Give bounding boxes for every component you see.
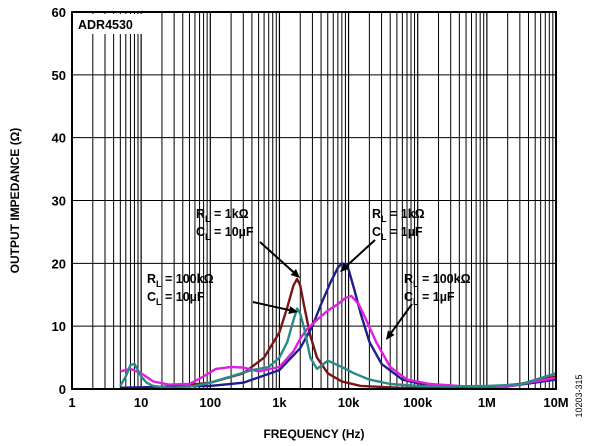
x-tick-label: 10k [338, 395, 360, 410]
y-tick-label: 10 [52, 319, 66, 334]
x-tick-label: 100k [403, 395, 433, 410]
x-axis-title: FREQUENCY (Hz) [263, 427, 364, 441]
svg-text:RL = 1kΩ: RL = 1kΩ [372, 207, 425, 224]
grid-lines [71, 11, 556, 390]
x-tick-label: 1k [272, 395, 287, 410]
y-axis-title: OUTPUT IMPEDANCE (Ω) [8, 128, 22, 274]
y-tick-label: 50 [52, 68, 66, 83]
x-tick-label: 10M [543, 395, 568, 410]
y-tick-label: 30 [52, 194, 66, 209]
x-tick-label: 1 [68, 395, 75, 410]
series-line [119, 307, 557, 389]
annotation-arrow [252, 301, 290, 312]
annotation-arrowhead [288, 306, 298, 314]
svg-text:RL = 100kΩ: RL = 100kΩ [147, 272, 214, 289]
figure-id: 10203-315 [574, 374, 584, 417]
y-tick-label: 20 [52, 256, 66, 271]
annotation-arrow [259, 241, 294, 273]
series-line [120, 294, 557, 388]
y-tick-labels: 0 10 20 30 40 50 60 [52, 5, 66, 397]
svg-text:CL = 10µF: CL = 10µF [196, 225, 254, 242]
y-tick-label: 40 [52, 131, 66, 146]
svg-text:CL = 1µF: CL = 1µF [404, 290, 455, 307]
chip-label-box: ADR4530 [74, 14, 148, 34]
y-tick-label: 60 [52, 5, 66, 20]
annotation-arrowhead [290, 269, 300, 278]
chip-label: ADR4530 [78, 18, 133, 32]
annotation-arrowhead [386, 330, 395, 340]
x-tick-labels: 1 10 100 1k 10k 100k 1M 10M [68, 395, 568, 410]
svg-text:CL = 10µF: CL = 10µF [147, 290, 205, 307]
svg-text:RL = 100kΩ: RL = 100kΩ [404, 272, 471, 289]
annotation-arrow [390, 303, 413, 334]
plot-frame [71, 11, 557, 390]
x-tick-label: 100 [199, 395, 221, 410]
annotation-arrows [252, 239, 413, 340]
annotation-arrowhead [340, 262, 350, 272]
annotation-arrow [345, 239, 376, 267]
x-tick-label: 10 [134, 395, 148, 410]
svg-text:RL = 1kΩ: RL = 1kΩ [196, 207, 249, 224]
x-tick-label: 1M [478, 395, 496, 410]
y-tick-label: 0 [59, 382, 66, 397]
svg-text:CL = 1µF: CL = 1µF [372, 225, 423, 242]
